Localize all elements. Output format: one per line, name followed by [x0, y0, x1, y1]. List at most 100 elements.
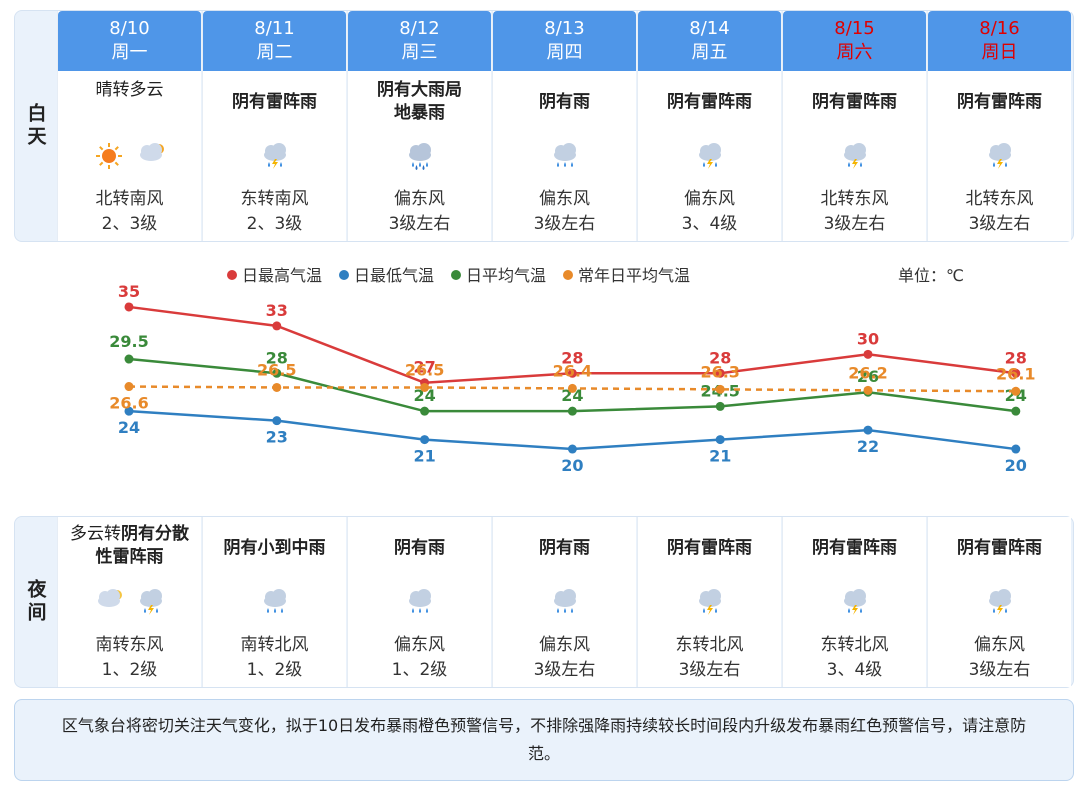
- wind-direction: 偏东风: [394, 189, 445, 209]
- wind-force: 3级左右: [678, 660, 741, 680]
- data-point: [715, 384, 725, 394]
- thunder-rain-icon: [263, 143, 286, 169]
- wind-force: 2、3级: [101, 214, 158, 234]
- weather-text: 多云转: [70, 524, 121, 544]
- wind-direction: 南转北风: [240, 635, 309, 655]
- day-weather-icons: [348, 141, 491, 173]
- data-label: 24: [413, 386, 435, 405]
- cloudy-moon-icon: [97, 589, 122, 607]
- data-label: 24: [118, 418, 140, 437]
- day-weather-icons: [928, 141, 1071, 173]
- data-point: [272, 382, 282, 392]
- day-weather-icons: [58, 141, 201, 173]
- data-point: [863, 425, 873, 435]
- weather-text-bold: 阴有雷阵雨: [957, 92, 1042, 112]
- wind-force: 1、2级: [246, 660, 303, 680]
- wind-force: 3级左右: [968, 214, 1031, 234]
- day-wind: 偏东风 3、4级: [638, 187, 781, 237]
- weather-text-bold: 阴有雨: [539, 92, 590, 112]
- rain-icon: [408, 589, 431, 613]
- data-point: [124, 382, 134, 392]
- data-label: 28: [709, 348, 731, 367]
- wind-force: 3级左右: [533, 660, 596, 680]
- data-point: [567, 444, 577, 454]
- night-column: 阴有小到中雨 南转北风 1、2级: [202, 517, 346, 687]
- day-weather-icons: [783, 141, 926, 173]
- weather-text-bold: 阴有雷阵雨: [812, 92, 897, 112]
- day-wind: 东转南风 2、3级: [203, 187, 346, 237]
- wind-direction: 北转东风: [965, 189, 1034, 209]
- day-column: 8/11 周二 阴有雷阵雨 东转南风 2、3级: [202, 11, 346, 241]
- data-label: 26.1: [996, 364, 1035, 383]
- data-point: [715, 435, 725, 445]
- rain-icon: [263, 589, 286, 613]
- date-header: 8/16 周日: [928, 11, 1071, 71]
- data-point: [420, 406, 430, 416]
- data-label: 26.4: [553, 361, 592, 380]
- date-header: 8/11 周二: [203, 11, 346, 71]
- night-wind: 东转北风 3、4级: [783, 633, 926, 683]
- date-label: 8/15: [834, 18, 875, 39]
- data-point: [715, 368, 725, 378]
- date-label: 8/13: [544, 18, 585, 39]
- weekday-label: 周日: [981, 42, 1018, 63]
- wind-force: 3级左右: [388, 214, 451, 234]
- weekday-label: 周三: [401, 42, 438, 63]
- cloudy-sun-icon: [139, 143, 164, 161]
- data-label: 26.6: [109, 394, 148, 413]
- day-column: 8/10 周一 晴转多云 北转南风 2、3级: [57, 11, 201, 241]
- night-weather: 阴有雨: [493, 537, 636, 560]
- wind-force: 3、4级: [826, 660, 883, 680]
- data-point: [1011, 444, 1021, 454]
- date-header: 8/14 周五: [638, 11, 781, 71]
- day-column: 8/16 周日阴有雷阵雨北转东风 3级左右: [927, 11, 1071, 241]
- day-wind: 北转东风 3级左右: [783, 187, 926, 237]
- night-column: 阴有雷阵雨东转北风 3、4级: [782, 517, 926, 687]
- weather-text-bold: 阴有雷阵雨: [812, 538, 897, 558]
- night-column: 阴有雨偏东风 1、2级: [347, 517, 491, 687]
- data-label: 26.3: [700, 362, 739, 381]
- weather-text-bold: 阴有分散性雷阵雨: [95, 524, 190, 567]
- wind-force: 1、2级: [101, 660, 158, 680]
- day-forecast-panel: 白天 8/10 周一 晴转多云 北转南风 2、3级 8/11 周二 阴有雷阵雨 东转南风 2、3级…: [14, 10, 1074, 242]
- data-label: 26: [857, 367, 879, 386]
- legend-swatch: [227, 270, 237, 280]
- day-weather: 阴有雷阵雨: [928, 91, 1071, 114]
- night-weather-icons: [203, 587, 346, 619]
- data-label: 28: [561, 348, 583, 367]
- data-point: [1011, 386, 1021, 396]
- data-label: 28: [266, 348, 288, 367]
- night-forecast-panel: 夜间 多云转阴有分散性雷阵雨 南转东风 1、2级 阴有小到中雨 南转北风 1、2级 阴有雨偏…: [14, 516, 1074, 688]
- day-weather: 阴有雷阵雨: [638, 91, 781, 114]
- night-weather-icons: [348, 587, 491, 619]
- data-label: 22: [857, 437, 879, 456]
- temperature-chart-svg: 日最高气温 日最低气温 日平均气温 常年日平均气温 单位：℃ 35 33 27 28 28 30 28…: [109, 266, 1035, 475]
- data-label: 26.5: [257, 360, 296, 379]
- data-point: [1011, 406, 1021, 416]
- date-header: 8/15 周六: [783, 11, 926, 71]
- night-wind: 东转北风 3级左右: [638, 633, 781, 683]
- day-wind: 北转南风 2、3级: [58, 187, 201, 237]
- date-label: 8/11: [254, 18, 295, 39]
- date-label: 8/12: [399, 18, 440, 39]
- data-point: [567, 406, 577, 416]
- night-column: 阴有雷阵雨 偏东风 3级左右: [927, 517, 1071, 687]
- data-label: 29.5: [109, 332, 148, 351]
- thunder-rain-icon: [843, 589, 866, 615]
- day-weather: 晴转多云: [58, 79, 201, 102]
- night-wind: 偏东风 1、2级: [348, 633, 491, 683]
- wind-force: 3级左右: [823, 214, 886, 234]
- day-weather: 阴有大雨局地暴雨: [348, 79, 491, 125]
- night-weather: 阴有雷阵雨: [638, 537, 781, 560]
- night-weather: 阴有小到中雨: [203, 537, 346, 560]
- data-label: 26.5: [405, 360, 444, 379]
- legend-item: 常年日平均气温: [563, 266, 690, 285]
- data-label: 35: [118, 282, 140, 301]
- data-point: [124, 406, 134, 416]
- data-label: 21: [709, 447, 731, 466]
- weather-text: 晴转多云: [95, 80, 164, 100]
- thunder-rain-icon: [988, 589, 1011, 615]
- weather-text-bold: 阴有雨: [394, 538, 445, 558]
- legend-label: 日平均气温: [466, 266, 546, 285]
- night-wind: 偏东风 3级左右: [928, 633, 1071, 683]
